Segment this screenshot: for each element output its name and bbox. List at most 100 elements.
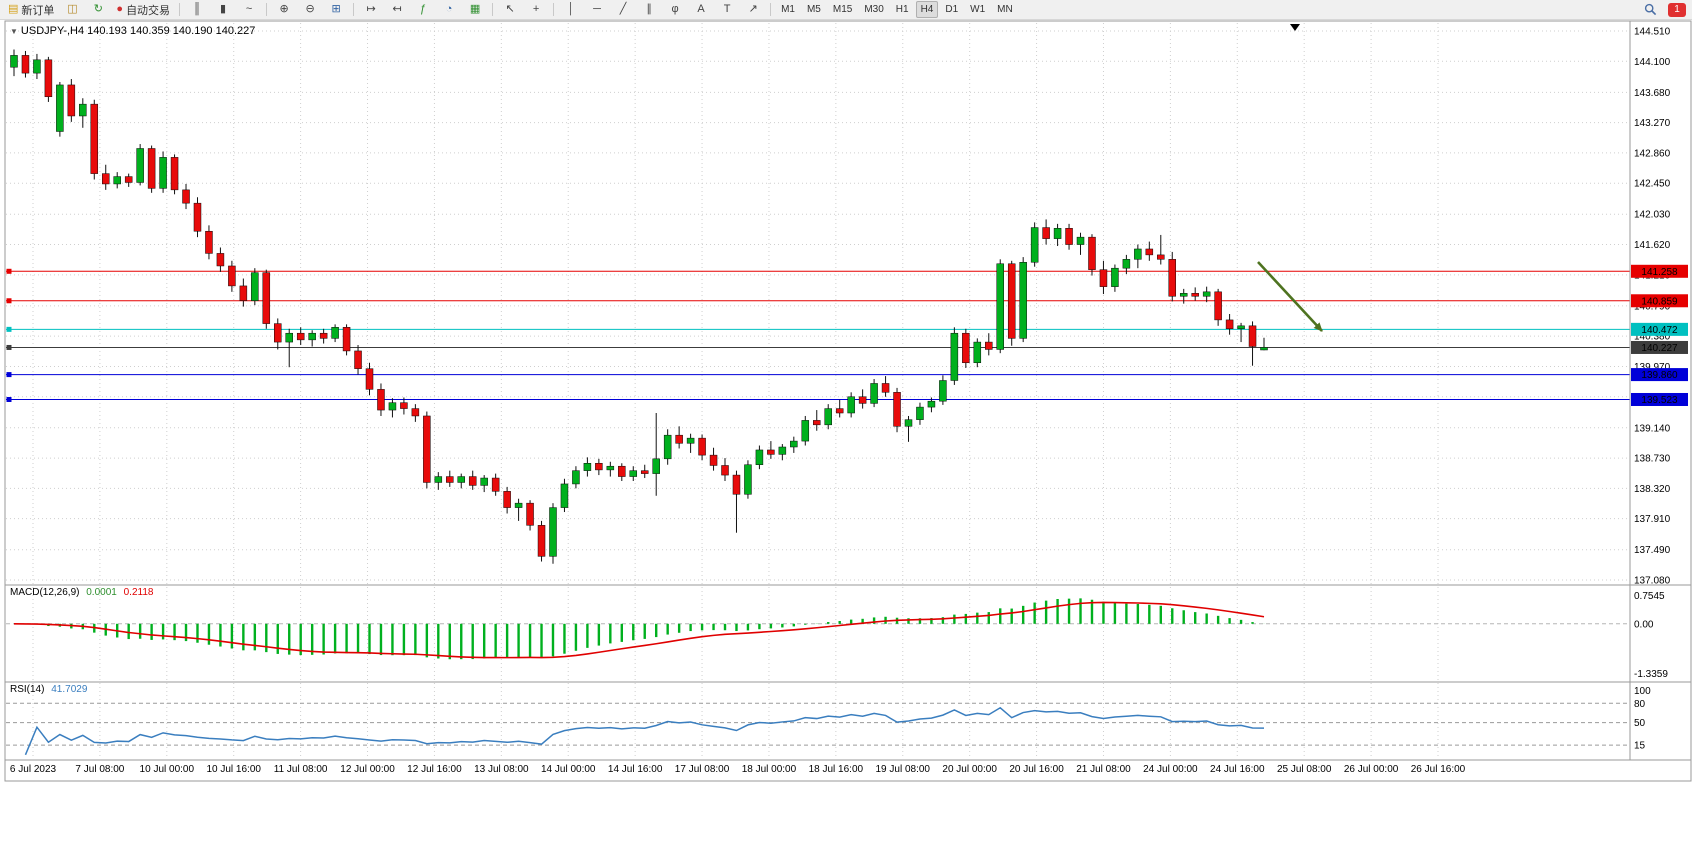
- bar-chart-button[interactable]: ║: [185, 1, 209, 19]
- toolbar: ▤ 新订单 ◫ ↻ ● 自动交易 ║ ▮ ~ ⊕ ⊖ ⊞ ↦ ↤ ƒ ◔ ▦ ↖ + │ ─ ╱ ∥ φ A T ↗ M1 M5 M15 M…: [0, 0, 1692, 20]
- candle: [916, 406, 924, 420]
- price-tick-label: 144.100: [1634, 57, 1671, 68]
- candle: [618, 465, 626, 477]
- candle: [583, 463, 592, 471]
- text-icon: A: [697, 3, 705, 15]
- time-tick-label: 10 Jul 16:00: [206, 764, 261, 775]
- horizontal-line-icon: ─: [593, 3, 601, 15]
- timeframe-m5[interactable]: M5: [806, 4, 821, 15]
- candle: [1191, 293, 1199, 297]
- templates-icon: ▦: [469, 3, 481, 15]
- timeframe-mn[interactable]: MN: [997, 4, 1013, 15]
- price-level-badge: 140.859: [1631, 294, 1688, 308]
- arrows-button[interactable]: ↗: [741, 1, 765, 19]
- search-icon-glyph: [1644, 3, 1656, 16]
- candle: [1214, 291, 1222, 321]
- candle: [44, 59, 53, 98]
- timeframe-m15[interactable]: M15: [832, 4, 853, 15]
- timeframe-h4[interactable]: H4: [915, 1, 939, 18]
- candle: [640, 470, 649, 474]
- price-level-badge: 141.258: [1631, 264, 1688, 278]
- cursor-button[interactable]: ↖: [498, 1, 522, 19]
- line-anchor[interactable]: [6, 344, 12, 350]
- candle: [744, 464, 752, 495]
- candlestick-chart-icon: ▮: [220, 3, 227, 15]
- chart-shift-button[interactable]: ↤: [385, 1, 409, 19]
- label-button[interactable]: T: [715, 1, 739, 19]
- candle: [411, 408, 420, 417]
- rsi-scale-label: 15: [1634, 741, 1646, 752]
- candle: [549, 507, 557, 557]
- auto-scroll-button[interactable]: ↦: [359, 1, 383, 19]
- line-anchor[interactable]: [6, 396, 12, 402]
- candle: [927, 400, 936, 408]
- timeframe-m1[interactable]: M1: [781, 4, 795, 15]
- timeframe-m30[interactable]: M30: [864, 4, 884, 15]
- timeframe-h1[interactable]: H1: [895, 4, 909, 15]
- toolbar-separator: [353, 3, 355, 16]
- candle: [801, 420, 810, 442]
- rsi-scale-label: 50: [1634, 718, 1646, 729]
- candle: [480, 477, 488, 486]
- candle: [193, 202, 202, 232]
- price-axis[interactable]: 144.510 144.100 143.680 143.270 142.860 142.4…: [1631, 27, 1688, 752]
- indicators-button[interactable]: ƒ: [411, 1, 435, 19]
- new-order-button[interactable]: ▤ 新订单: [4, 1, 58, 19]
- line-anchor[interactable]: [6, 298, 12, 304]
- candle: [354, 350, 362, 369]
- chart-shift-marker[interactable]: [1290, 24, 1300, 31]
- toolbar-button-group: ▤ 新订单 ◫ ↻ ● 自动交易 ║ ▮ ~ ⊕ ⊖ ⊞ ↦ ↤ ƒ ◔ ▦ ↖ + │ ─ ╱ ∥ φ A T ↗ M1 M5 M15 M…: [4, 1, 1018, 19]
- time-tick-label: 24 Jul 00:00: [1143, 764, 1198, 775]
- new-order-icon: ▤: [8, 3, 19, 15]
- vertical-line-button[interactable]: │: [559, 1, 583, 19]
- search-icon[interactable]: [1638, 1, 1662, 19]
- horizontal-line-button[interactable]: ─: [585, 1, 609, 19]
- templates-button[interactable]: ▦: [463, 1, 487, 19]
- time-tick-label: 20 Jul 00:00: [942, 764, 997, 775]
- timeframe-d1[interactable]: D1: [945, 4, 959, 15]
- cursor-icon: ↖: [505, 3, 515, 15]
- zoom-out-button[interactable]: ⊖: [298, 1, 322, 19]
- fibonacci-button[interactable]: φ: [663, 1, 687, 19]
- candlestick-chart-button[interactable]: ▮: [211, 1, 235, 19]
- candle: [251, 272, 259, 301]
- toolbar-separator: [266, 3, 268, 16]
- line-anchor[interactable]: [6, 326, 12, 332]
- line-chart-button[interactable]: ~: [237, 1, 261, 19]
- candle: [1225, 319, 1234, 330]
- candle: [296, 332, 305, 341]
- price-tick-label: 139.970: [1634, 362, 1671, 373]
- trend-arrow-annotation[interactable]: [1257, 261, 1323, 332]
- candle: [1030, 227, 1039, 263]
- zoom-in-button[interactable]: ⊕: [272, 1, 296, 19]
- chart-windows-button[interactable]: ◫: [60, 1, 84, 19]
- tile-windows-button[interactable]: ⊞: [324, 1, 348, 19]
- candle: [503, 491, 511, 508]
- candle: [274, 323, 282, 343]
- macd-scale-label: 0.7545: [1634, 591, 1665, 602]
- candle: [446, 476, 454, 483]
- trendline-button[interactable]: ╱: [611, 1, 635, 19]
- channel-button[interactable]: ∥: [637, 1, 661, 19]
- candle: [308, 332, 316, 341]
- candle: [1134, 248, 1142, 260]
- notification-badge[interactable]: 1: [1668, 2, 1686, 17]
- zoom-in-icon: ⊕: [279, 3, 289, 15]
- chart-shift-icon: ↤: [392, 3, 402, 15]
- periods-button[interactable]: ◔: [437, 1, 461, 19]
- crosshair-button[interactable]: +: [524, 1, 548, 19]
- line-anchor[interactable]: [6, 372, 12, 378]
- text-button[interactable]: A: [689, 1, 713, 19]
- time-axis[interactable]: 6 Jul 2023 7 Jul 08:00 10 Jul 00:00 10 Jul …: [10, 764, 1466, 775]
- line-anchor[interactable]: [6, 268, 12, 274]
- candle: [136, 148, 144, 183]
- refresh-button[interactable]: ↻: [86, 1, 110, 19]
- candle: [1145, 248, 1154, 256]
- time-tick-label: 18 Jul 00:00: [742, 764, 797, 775]
- candle: [606, 465, 615, 471]
- candle: [1248, 325, 1257, 347]
- timeframe-w1[interactable]: W1: [970, 4, 986, 15]
- autotrading-button[interactable]: ● 自动交易: [112, 1, 174, 19]
- candle: [767, 449, 775, 455]
